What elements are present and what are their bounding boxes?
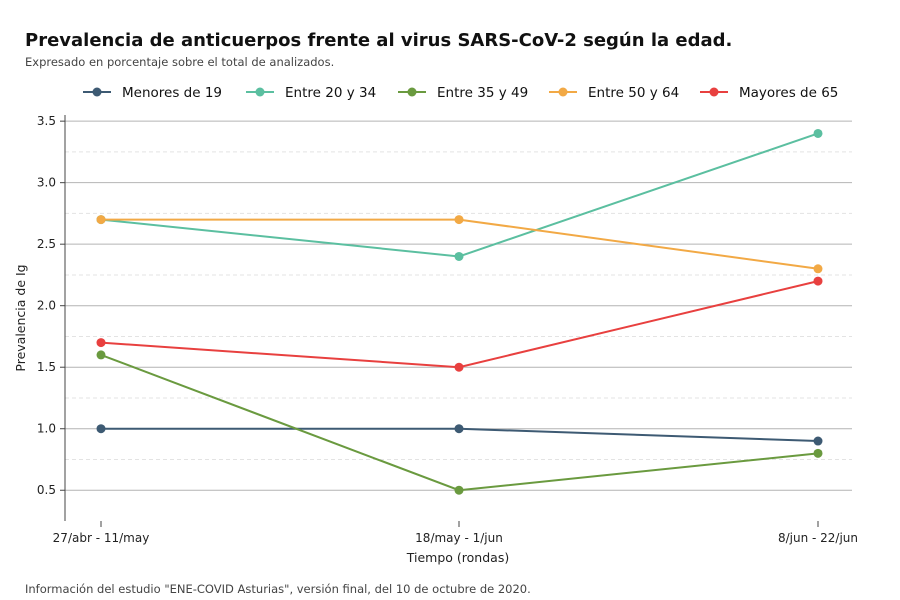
series-5[interactable] [96,276,823,372]
y-tick-label: 1.5 [37,360,56,374]
data-point[interactable] [813,436,823,446]
data-point[interactable] [813,128,823,138]
series-2[interactable] [96,128,823,261]
data-point[interactable] [454,485,464,495]
data-point[interactable] [454,251,464,261]
y-axis-title: Prevalencia de Ig [13,264,28,371]
legend-item[interactable]: Mayores de 65 [700,85,838,101]
legend-swatch-marker [407,87,417,97]
data-point[interactable] [813,264,823,274]
y-tick-label: 2.5 [37,237,56,251]
data-point[interactable] [454,215,464,225]
axes: 0.5 1.0 1.5 2.0 2.5 3.0 3.5 27/abr - 11/may 18/m… [37,114,858,545]
legend-label: Entre 50 y 64 [588,85,679,101]
data-point[interactable] [454,424,464,434]
chart-title: Prevalencia de anticuerpos frente al vir… [25,30,733,51]
data-point[interactable] [454,362,464,372]
legend-label: Entre 35 y 49 [437,85,528,101]
series-3[interactable] [96,350,823,495]
y-tick-label: 2.0 [37,299,56,313]
y-tick-label: 3.5 [37,114,56,128]
legend[interactable]: Menores de 19 Entre 20 y 34 Entre 35 y 49 E… [83,85,838,101]
legend-label: Mayores de 65 [739,85,838,101]
footer-note: Información del estudio "ENE-COVID Astur… [25,582,531,596]
legend-swatch-marker [255,87,265,97]
y-tick-label: 1.0 [37,422,56,436]
legend-swatch-marker [709,87,719,97]
y-tick-label: 0.5 [37,483,56,497]
x-tick-label: 8/jun - 22/jun [778,531,858,545]
data-point[interactable] [96,338,106,348]
series-1[interactable] [96,424,823,446]
data-point[interactable] [813,448,823,458]
x-tick-label: 27/abr - 11/may [53,531,150,545]
data-point[interactable] [96,350,106,360]
chart-subtitle: Expresado en porcentaje sobre el total d… [25,55,335,69]
series-lines [96,128,823,495]
legend-item[interactable]: Entre 35 y 49 [398,85,528,101]
legend-item[interactable]: Entre 20 y 34 [246,85,376,101]
series-line[interactable] [100,280,819,369]
legend-label: Entre 20 y 34 [285,85,376,101]
series-4[interactable] [96,215,823,274]
grid-lines [65,120,852,491]
data-point[interactable] [813,276,823,286]
y-tick-label: 3.0 [37,176,56,190]
x-tick-label: 18/may - 1/jun [415,531,503,545]
legend-swatch-marker [92,87,102,97]
data-point[interactable] [96,215,106,225]
legend-label: Menores de 19 [122,85,222,101]
legend-item[interactable]: Menores de 19 [83,85,222,101]
data-point[interactable] [96,424,106,434]
x-axis-title: Tiempo (rondas) [406,550,509,565]
series-line[interactable] [100,353,819,492]
legend-item[interactable]: Entre 50 y 64 [549,85,679,101]
legend-swatch-marker [558,87,568,97]
